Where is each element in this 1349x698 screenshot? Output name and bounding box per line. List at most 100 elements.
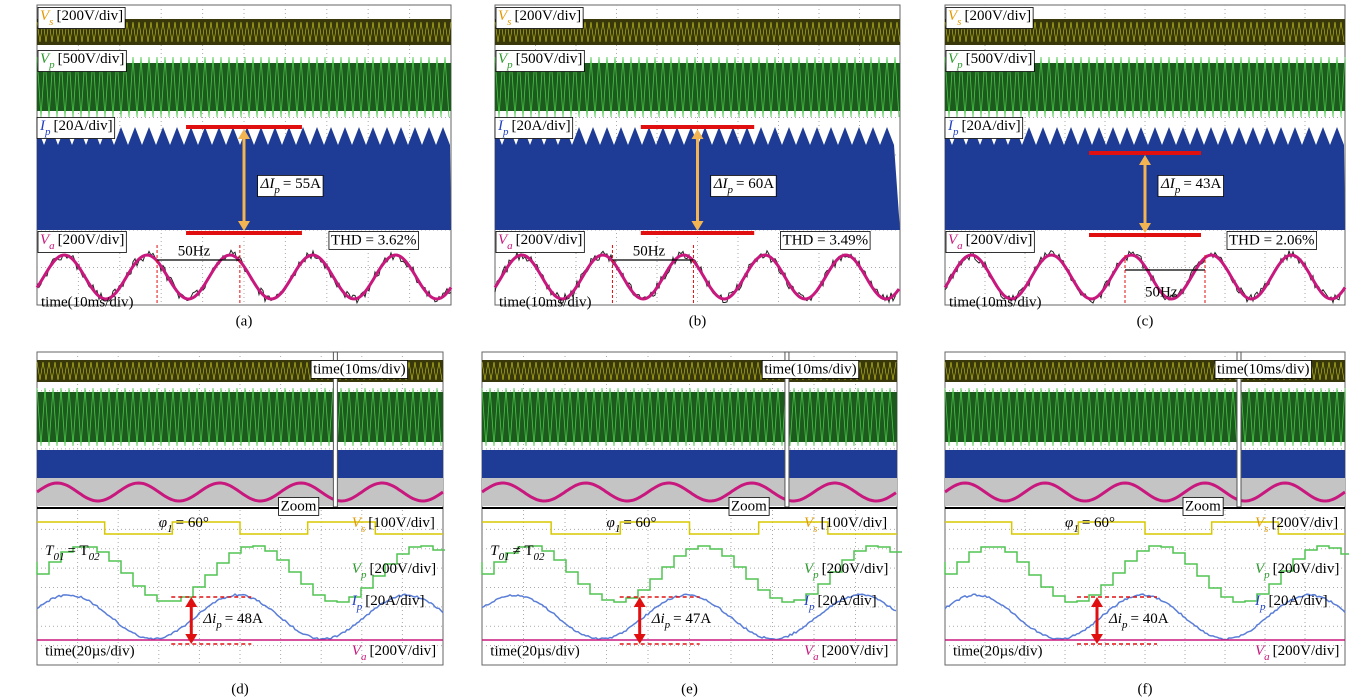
label: 50Hz [178, 243, 211, 259]
label: 50Hz [1145, 284, 1178, 300]
label-text: [20A/div] [818, 593, 877, 609]
label-text: = 60° [1082, 515, 1115, 531]
label-text: [200V/div] [1271, 515, 1338, 531]
label-text: [200V/div] [369, 643, 436, 659]
panel: Vs [200V/div]Vp [500V/div]Ip [20A/div]Va [20… [945, 5, 1345, 310]
label-text: [200V/div] [1273, 561, 1340, 577]
symbol: ΔI [1160, 176, 1176, 192]
symbol: φ [159, 515, 167, 531]
label-text: [20A/div] [962, 118, 1021, 134]
subscript: s [957, 16, 961, 28]
label-text: [500V/div] [516, 51, 583, 67]
label-text: [200V/div] [514, 8, 581, 24]
subscript: a [1264, 651, 1270, 663]
label: (d) [231, 681, 249, 697]
symbol: Δi [202, 611, 216, 627]
label: 50Hz [633, 243, 666, 259]
label-text: ≠ T [513, 543, 534, 559]
label-text: [100V/div] [820, 515, 887, 531]
panel: time(10ms/div)Zoomφ1 = 60° Vs [200V/div]Vp[… [945, 352, 1349, 665]
label-text: = 40A [1130, 611, 1168, 627]
subscript: a [49, 240, 55, 252]
symbol: ΔI [713, 176, 729, 192]
label: time(20µs/div) [953, 643, 1042, 659]
ip-band [945, 450, 1345, 478]
label-text: [200V/div] [516, 232, 583, 248]
label: (f) [1138, 681, 1153, 697]
label-text: = 48A [225, 611, 263, 627]
subscript: p [506, 59, 513, 71]
label: time(10ms/div) [313, 361, 406, 377]
label-text: [20A/div] [512, 118, 571, 134]
subscript: a [361, 651, 367, 663]
subscript: 02 [534, 551, 546, 563]
subscript: 1 [615, 523, 621, 535]
subscript: p [360, 569, 367, 581]
label-text: [200V/div] [822, 643, 889, 659]
subscript: s [1264, 523, 1268, 535]
symbol: φ [607, 515, 615, 531]
subscript: p [1121, 619, 1128, 631]
subscript: a [813, 651, 819, 663]
subscript: a [507, 240, 513, 252]
label-text: [500V/div] [58, 51, 125, 67]
subscript: p [1174, 184, 1181, 196]
subscript: p [956, 59, 963, 71]
subscript: p [727, 184, 734, 196]
label: THD = 3.49% [783, 232, 869, 248]
subscript: p [952, 126, 959, 138]
label: time(10ms/div) [1217, 361, 1310, 377]
subscript: p [215, 619, 222, 631]
label-text: [200V/div] [966, 232, 1033, 248]
subscript: p [356, 601, 363, 613]
label: time(10ms/div) [41, 294, 134, 310]
label: Zoom [731, 498, 767, 514]
subscript: p [48, 59, 55, 71]
subscript: p [808, 601, 815, 613]
subscript: p [812, 569, 819, 581]
label-text: = 43A [1183, 176, 1221, 192]
subscript: p [1263, 569, 1270, 581]
panel: Vs [200V/div]Vp [500V/div]Ip [20A/div]Va [20… [37, 5, 451, 310]
label-text: = 60° [623, 515, 656, 531]
vp-band [945, 392, 1345, 442]
label: time(10ms/div) [499, 294, 592, 310]
label-text: [100V/div] [368, 515, 435, 531]
subscript: s [507, 16, 511, 28]
subscript: 1 [1073, 523, 1079, 535]
label-text: [20A/div] [365, 593, 424, 609]
label: Zoom [281, 498, 317, 514]
label-text: [200V/div] [822, 561, 889, 577]
subscript: p [273, 184, 280, 196]
label-text: [200V/div] [58, 232, 125, 248]
subscript: p [502, 126, 509, 138]
symbol: Δi [1108, 611, 1122, 627]
symbol: φ [1065, 515, 1073, 531]
label-text: = 55A [283, 176, 321, 192]
subscript: 01 [499, 551, 510, 563]
subscript: p [664, 619, 671, 631]
label: Zoom [1185, 498, 1221, 514]
subscript: 02 [89, 551, 101, 563]
label-text: = 47A [673, 611, 711, 627]
label: time(10ms/div) [764, 361, 857, 377]
subscript: p [44, 126, 51, 138]
label: (a) [236, 313, 253, 329]
label-text: [200V/div] [56, 8, 123, 24]
label-text: [200V/div] [964, 8, 1031, 24]
label: (c) [1137, 313, 1154, 329]
label-text: = 60° [176, 515, 209, 531]
label-text: [200V/div] [1273, 643, 1340, 659]
ip-band [482, 450, 897, 478]
label-text: [20A/div] [54, 118, 113, 134]
label: (e) [681, 681, 698, 697]
subscript: a [957, 240, 963, 252]
label-text: = 60A [736, 176, 774, 192]
panel: Vs [200V/div]Vp [500V/div]Ip [20A/div]Va [20… [495, 5, 900, 310]
subscript: s [361, 523, 365, 535]
ip-band [37, 450, 443, 478]
label: (b) [689, 313, 707, 329]
subscript: p [1259, 601, 1266, 613]
label-text: = T [67, 543, 88, 559]
